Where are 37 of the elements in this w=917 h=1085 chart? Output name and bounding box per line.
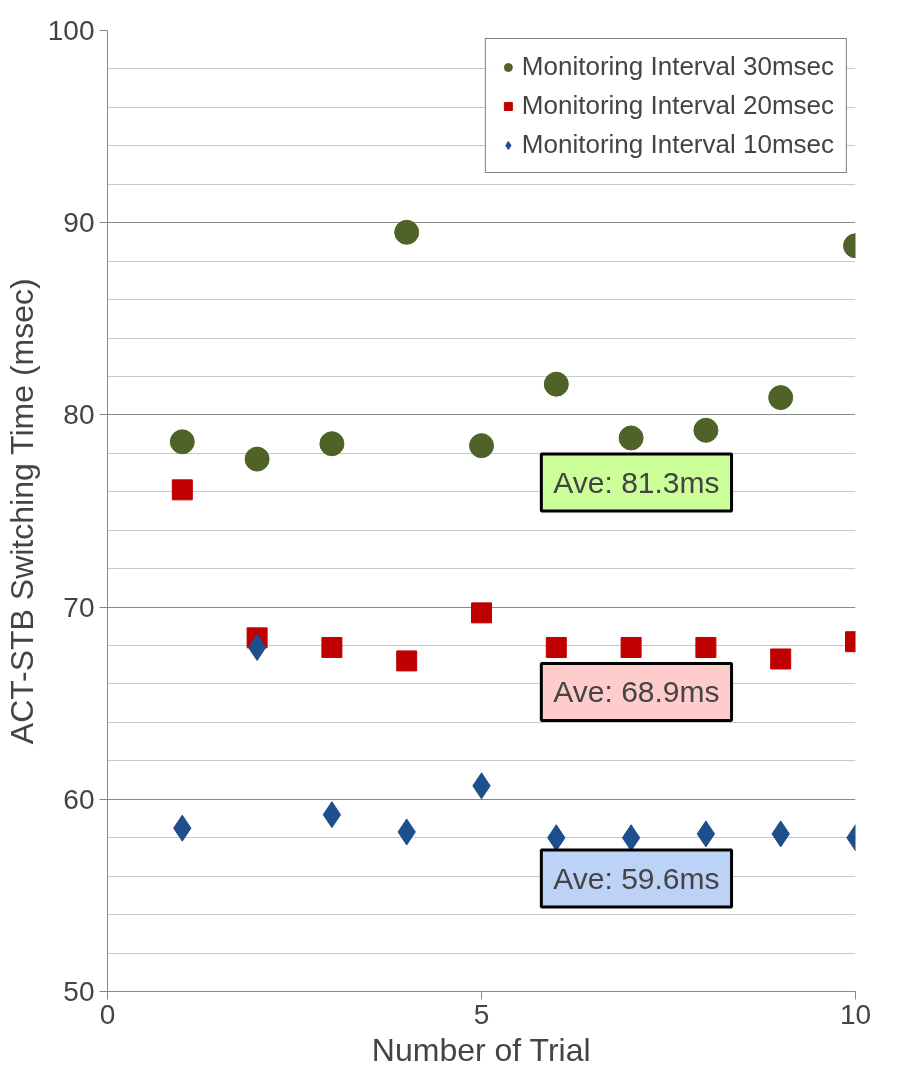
y-tick-label: 100 <box>47 15 95 46</box>
point <box>394 219 420 245</box>
point <box>396 650 418 672</box>
point <box>471 602 492 624</box>
legend-label: Monitoring Interval 20msec <box>521 90 834 121</box>
x-tick-label: 0 <box>99 998 116 1030</box>
point <box>768 385 794 411</box>
legend-label: Monitoring Interval 30msec <box>521 51 834 82</box>
point <box>543 371 569 397</box>
y-tick-label: 90 <box>63 207 95 239</box>
point <box>244 446 270 472</box>
point <box>321 636 343 658</box>
point <box>171 479 193 501</box>
point <box>693 417 719 443</box>
y-tick-label: 50 <box>63 976 95 1007</box>
y-tick-label: 60 <box>63 783 95 815</box>
y-tick-label: 80 <box>63 399 95 431</box>
point <box>469 433 494 459</box>
annotation: Ave: 81.3ms <box>553 466 720 499</box>
annotation: Ave: 68.9ms <box>553 675 720 709</box>
point <box>247 633 267 661</box>
x-tick-label: 10 <box>839 998 872 1030</box>
legend-label: Monitoring Interval 10msec <box>521 129 834 160</box>
annotation: Ave: 59.6ms <box>553 861 720 895</box>
point <box>696 820 716 848</box>
point <box>322 801 342 829</box>
point <box>545 636 567 658</box>
x-tick-label: 5 <box>473 998 490 1030</box>
point <box>319 431 345 457</box>
x-axis-title: Number of Trial <box>371 1031 591 1068</box>
point <box>770 648 792 670</box>
y-axis-title: ACT-STB Switching Time (msec) <box>3 278 40 745</box>
point <box>169 429 195 455</box>
point <box>695 636 717 658</box>
point <box>620 636 642 658</box>
point <box>618 425 644 451</box>
y-tick-label: 70 <box>63 591 95 623</box>
